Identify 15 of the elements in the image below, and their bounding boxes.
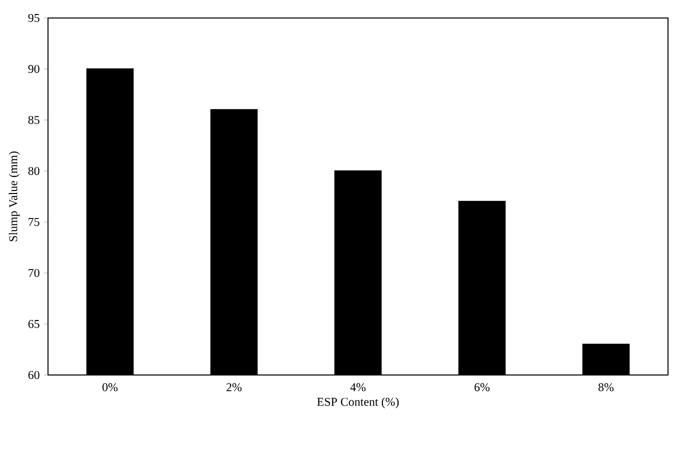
y-tick-label: 95 xyxy=(28,14,40,22)
y-tick-label: 65 xyxy=(28,320,40,328)
y-tick-label: 85 xyxy=(28,116,40,124)
y-tick-label: 80 xyxy=(28,166,40,176)
y-tick-label: 70 xyxy=(28,268,40,278)
x-tick-label: 2% xyxy=(226,383,242,392)
x-tick-label: 4% xyxy=(350,383,366,392)
x-tick-label: 6% xyxy=(474,383,490,392)
x-tick-label: 0% xyxy=(102,383,118,392)
x-tick-label: 8% xyxy=(598,383,614,392)
y-tick-label: 75 xyxy=(28,218,40,226)
y-tick-label: 60 xyxy=(28,370,40,380)
y-tick-label: 90 xyxy=(28,64,40,74)
y-axis-title: Slump Value (mm) xyxy=(8,152,20,242)
x-axis-title: ESP Content (%) xyxy=(317,397,399,408)
